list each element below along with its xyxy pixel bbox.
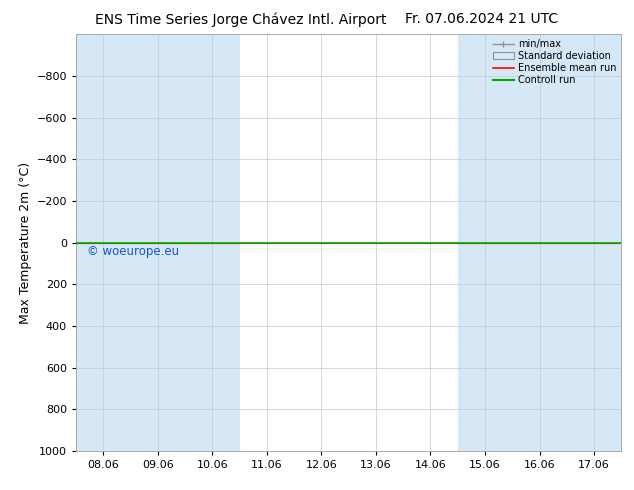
Bar [512,34,567,451]
Y-axis label: Max Temperature 2m (°C): Max Temperature 2m (°C) [20,162,32,323]
Bar [185,34,240,451]
Bar [131,34,185,451]
Bar [567,34,621,451]
Legend: min/max, Standard deviation, Ensemble mean run, Controll run: min/max, Standard deviation, Ensemble me… [491,37,618,87]
Bar [458,34,512,451]
Text: Fr. 07.06.2024 21 UTC: Fr. 07.06.2024 21 UTC [405,12,559,26]
Text: ENS Time Series Jorge Chávez Intl. Airport: ENS Time Series Jorge Chávez Intl. Airpo… [95,12,387,27]
Bar [76,34,131,451]
Text: © woeurope.eu: © woeurope.eu [87,245,179,258]
